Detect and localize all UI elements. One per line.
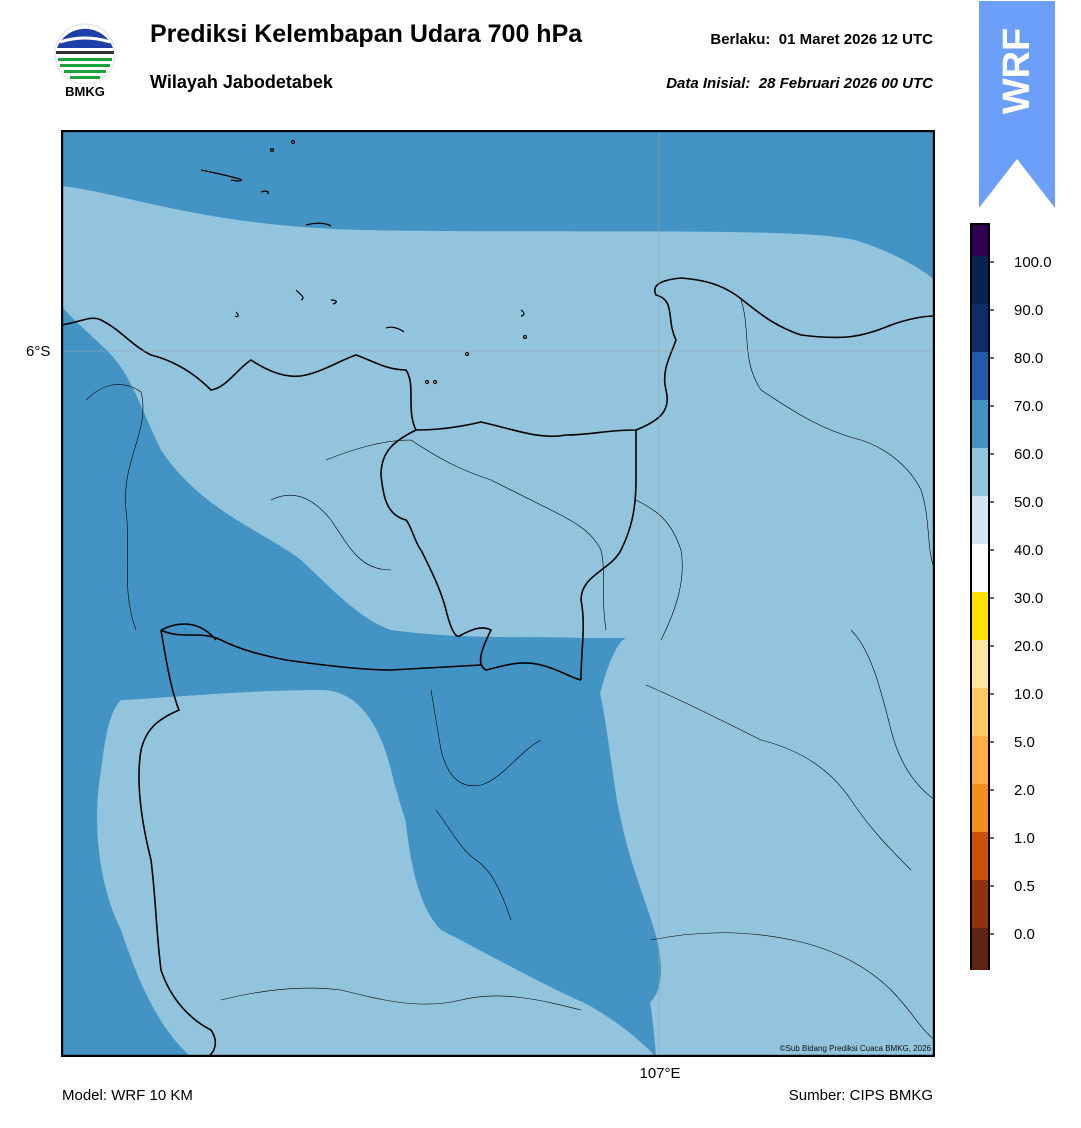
colorbar-segment: [971, 496, 989, 544]
model-info: Model: WRF 10 KM: [62, 1087, 193, 1104]
source-info: Sumber: CIPS BMKG: [788, 1087, 933, 1104]
init-label: Data Inisial:: [666, 75, 751, 92]
colorbar-label: 50.0: [1014, 494, 1043, 511]
colorbar-segment: [971, 592, 989, 640]
colorbar-segment: [971, 928, 989, 970]
colorbar-segment: [971, 640, 989, 688]
valid-label: Berlaku:: [710, 31, 771, 48]
islands: [200, 139, 528, 385]
longitude-label: 107°E: [639, 1065, 681, 1082]
colorbar-segment: [971, 880, 989, 928]
init-time: Data Inisial: 28 Februari 2026 00 UTC: [666, 75, 933, 92]
wrf-badge-text: WRF: [996, 28, 1038, 115]
colorbar-label: 60.0: [1014, 446, 1043, 463]
colorbar-segment: [971, 784, 989, 832]
colorbar-label: 5.0: [1014, 734, 1035, 751]
latitude-label: 6°S: [26, 343, 51, 360]
map-frame: [61, 130, 935, 1057]
colorbar-segment: [971, 544, 989, 592]
colorbar-label: 10.0: [1014, 686, 1043, 703]
colorbar-segment: [971, 448, 989, 496]
init-value: 28 Februari 2026 00 UTC: [758, 75, 933, 92]
colorbar: 100.0 90.0 80.0 70.0 60.0 50.0 40.0 30.0 20.0 10.…: [970, 223, 1052, 970]
bmkg-logo: [54, 23, 116, 85]
colorbar-label: 20.0: [1014, 638, 1043, 655]
map-title: Prediksi Kelembapan Udara 700 hPa: [150, 20, 583, 48]
humidity-map: [61, 130, 935, 1057]
valid-time: Berlaku: 01 Maret 2026 12 UTC: [710, 31, 933, 48]
colorbar-label: 70.0: [1014, 398, 1043, 415]
colorbar-frame: [970, 223, 990, 970]
copyright-text: ©Sub Bidang Prediksi Cuaca BMKG, 2026: [779, 1044, 931, 1053]
colorbar-label: 40.0: [1014, 542, 1043, 559]
humidity-60-70-southwest: [97, 690, 656, 1057]
colorbar-label: 80.0: [1014, 350, 1043, 367]
colorbar-segment: [971, 304, 989, 352]
humidity-70-80-south: [391, 642, 661, 1014]
humidity-60-70-region: [61, 186, 935, 1057]
colorbar-segment: [971, 832, 989, 880]
colorbar-segment: [971, 736, 989, 784]
colorbar-segment: [971, 224, 989, 256]
colorbar-label: 1.0: [1014, 830, 1035, 847]
colorbar-label: 0.5: [1014, 878, 1035, 895]
colorbar-label: 90.0: [1014, 302, 1043, 319]
colorbar-label: 0.0: [1014, 926, 1035, 943]
colorbar-label: 100.0: [1014, 254, 1052, 271]
colorbar-label: 30.0: [1014, 590, 1043, 607]
colorbar-segment: [971, 256, 989, 304]
map-subtitle-region: Wilayah Jabodetabek: [150, 72, 333, 92]
logo-text: BMKG: [65, 84, 105, 99]
valid-value: 01 Maret 2026 12 UTC: [778, 31, 933, 48]
graticule: [61, 130, 935, 1057]
colorbar-segment: [971, 400, 989, 448]
coastline: [61, 277, 935, 1057]
colorbar-segment: [971, 352, 989, 400]
wrf-badge: [979, 1, 1055, 208]
district-boundaries: [85, 299, 935, 1041]
colorbar-segment: [971, 688, 989, 736]
colorbar-label: 2.0: [1014, 782, 1035, 799]
svg-text:WRF: WRF: [996, 28, 1038, 115]
